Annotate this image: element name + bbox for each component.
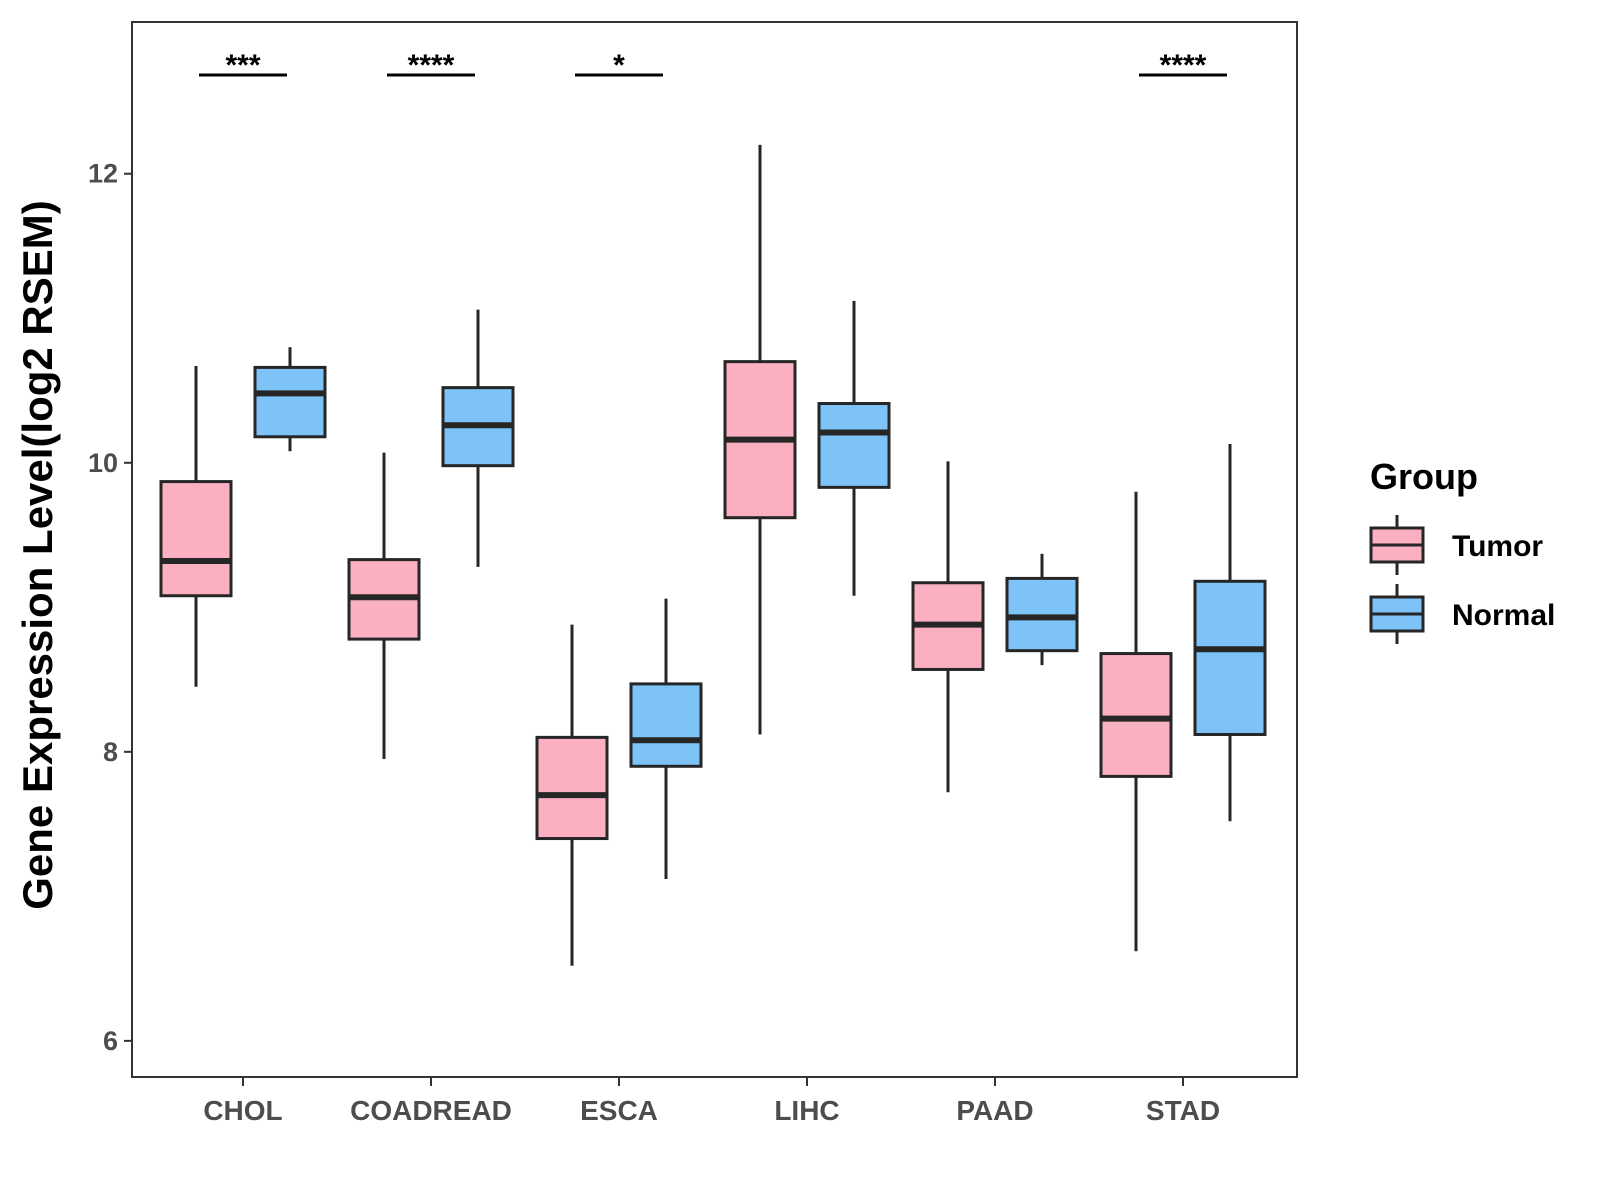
box-iqr: [253, 365, 327, 439]
box-normal-lihc: [817, 300, 891, 596]
x-tick-label: ESCA: [580, 1095, 658, 1126]
significance-label: ****: [1160, 49, 1207, 82]
box-tumor-esca: [535, 624, 609, 966]
box-iqr: [159, 480, 233, 598]
box-normal-esca: [629, 598, 703, 880]
box-iqr: [1099, 652, 1173, 778]
plot-area: *** **** * ****: [159, 49, 1267, 966]
x-tick-label: PAAD: [956, 1095, 1033, 1126]
y-tick-label: 12: [88, 159, 118, 189]
y-tick-label: 6: [103, 1026, 118, 1056]
box-tumor-stad: [1099, 491, 1173, 952]
box-normal-paad: [1005, 553, 1079, 666]
box-tumor-paad: [911, 461, 985, 793]
significance-label: ****: [408, 49, 455, 82]
x-tick-label: COADREAD: [350, 1095, 512, 1126]
box-tumor-chol: [159, 365, 233, 687]
legend: Group Tumor Normal: [1369, 456, 1555, 644]
legend-item-tumor: Tumor: [1369, 515, 1543, 575]
y-tick-label: 8: [103, 737, 118, 767]
plot-panel-border: [131, 21, 1298, 1078]
box-normal-coadread: [441, 309, 515, 567]
box-tumor-lihc: [723, 144, 797, 735]
x-tick-label: CHOL: [203, 1095, 282, 1126]
legend-item-normal: Normal: [1369, 584, 1555, 644]
legend-title: Group: [1370, 456, 1478, 497]
significance-coadread: ****: [387, 49, 475, 82]
box-iqr: [629, 682, 703, 768]
significance-label: *: [613, 49, 625, 82]
significance-esca: *: [575, 49, 663, 82]
box-normal-chol: [253, 347, 327, 452]
x-tick-label: LIHC: [774, 1095, 839, 1126]
box-iqr: [535, 735, 609, 841]
axes: 6 8 10 12 CHOL COADREAD ESCA LIHC PAAD STAD: [88, 21, 1298, 1126]
significance-stad: ****: [1139, 49, 1227, 82]
x-tick-label: STAD: [1146, 1095, 1220, 1126]
significance-chol: ***: [199, 49, 287, 82]
y-tick-label: 10: [88, 448, 118, 478]
box-iqr: [1193, 579, 1267, 736]
box-iqr: [817, 402, 891, 489]
y-axis-title: Gene Expression Level(log2 RSEM): [14, 200, 61, 910]
legend-label: Normal: [1452, 599, 1555, 632]
legend-label: Tumor: [1452, 530, 1543, 563]
box-normal-stad: [1193, 444, 1267, 822]
box-tumor-coadread: [347, 452, 421, 760]
significance-label: ***: [225, 49, 260, 82]
